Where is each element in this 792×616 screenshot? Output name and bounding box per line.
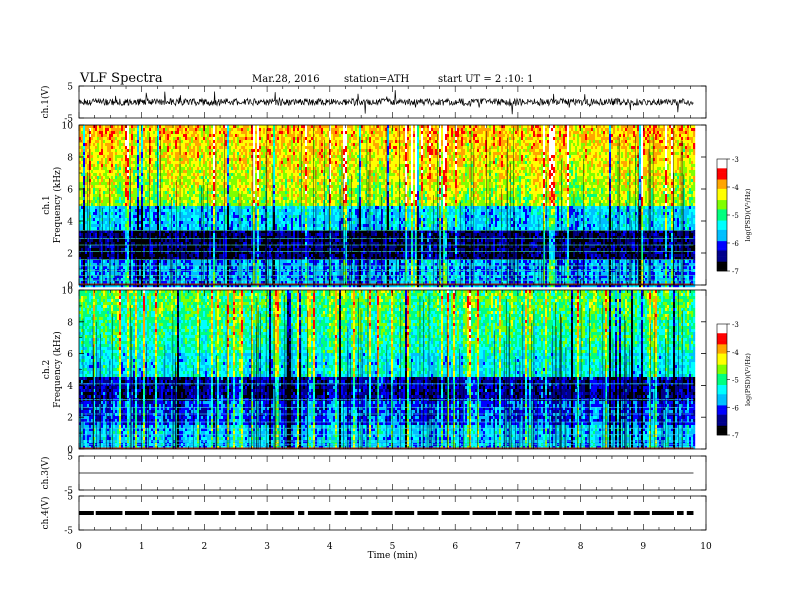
ch1-waveform-ylabel: ch.1(V) <box>40 86 51 119</box>
xaxis-tick-label: 6 <box>452 542 458 552</box>
ch4-waveform-ytick-label: -5 <box>64 527 73 537</box>
ch4-waveform-segment <box>677 511 684 515</box>
ch1-spectrogram-colorbar-label: log(PSD)(V²/Hz) <box>744 188 752 241</box>
ch2-spectrogram-ytick-label: 10 <box>62 287 74 297</box>
ch1-spectrogram-ytick-label: 2 <box>67 250 73 260</box>
ch2-spectrogram-colorbar-tick-label: -4 <box>732 349 739 357</box>
ch4-waveform-segment <box>195 511 219 515</box>
ch1-spectrogram-ylabel-channel: ch.1 <box>42 195 52 214</box>
ch4-waveform-segment <box>372 511 393 515</box>
ch4-waveform-panel <box>79 496 706 530</box>
ch4-waveform-segment <box>350 511 368 515</box>
ch4-waveform-segment <box>308 511 331 515</box>
xaxis-tick-label: 0 <box>76 542 82 552</box>
ch4-waveform-segment <box>177 511 191 515</box>
ch2-spectrogram-colorbar-tick-label: -5 <box>732 377 739 385</box>
ch4-waveform-ytick-label: 5 <box>67 493 73 503</box>
ch4-waveform-segment <box>298 511 304 515</box>
ch4-waveform-segment <box>152 511 175 515</box>
ch4-waveform-segment <box>442 511 470 515</box>
ch4-waveform-segment <box>125 511 149 515</box>
ch4-waveform-segment <box>532 511 541 515</box>
ch4-waveform-segment <box>586 511 614 515</box>
ch2-spectrogram-colorbar-tick-label: -3 <box>732 321 739 329</box>
ch1-waveform-ytick-label: 5 <box>67 83 73 93</box>
xaxis-tick-label: 9 <box>640 542 646 552</box>
ch4-waveform-segment <box>634 511 650 515</box>
ch4-waveform-segment <box>473 511 497 515</box>
ch4-waveform-segment <box>395 511 414 515</box>
ch2-spectrogram-colorbar-tick-label: -6 <box>732 404 739 412</box>
ch2-spectrogram-ytick-label: 2 <box>67 414 73 424</box>
ch1-spectrogram-colorbar-tick-label: -5 <box>732 212 739 220</box>
start-time-label: start UT = 2 :10: 1 <box>438 74 533 85</box>
ch1-spectrogram-colorbar-tick-label: -7 <box>732 268 739 276</box>
ch2-spectrogram-colorbar-tick-label: -7 <box>732 432 739 440</box>
ch4-waveform-segment <box>652 511 674 515</box>
xaxis-tick-label: 2 <box>202 542 208 552</box>
ch4-waveform-segment <box>270 511 294 515</box>
ch1-spectrogram-panel <box>79 125 706 287</box>
ch4-waveform-segment <box>79 511 94 515</box>
station-label: station=ATH <box>344 74 409 85</box>
ch4-waveform-segment <box>417 511 438 515</box>
ch2-spectrogram-ylabel-frequency: Frequency (kHz) <box>52 331 63 408</box>
ch1-spectrogram-ylabel-frequency: Frequency (kHz) <box>52 167 63 244</box>
ch1-spectrogram-colorbar-tick-label: -6 <box>732 240 739 248</box>
xaxis-tick-label: 1 <box>139 542 145 552</box>
ch4-waveform-segment <box>515 511 530 515</box>
ch3-waveform-ytick-label: 5 <box>67 453 73 463</box>
ch4-waveform-segment <box>96 511 123 515</box>
ch3-waveform-panel <box>79 456 706 490</box>
ch3-waveform-ylabel: ch.3(V) <box>40 457 51 490</box>
ch4-waveform-ylabel: ch.4(V) <box>40 497 51 530</box>
ch1-spectrogram-colorbar-tick-label: -3 <box>732 156 739 164</box>
ch1-spectrogram-ytick-label: 8 <box>67 154 73 164</box>
xaxis-tick-label: 3 <box>264 542 270 552</box>
ch4-waveform-segment <box>563 511 584 515</box>
ch1-spectrogram-colorbar <box>717 159 730 271</box>
xaxis-label: Time (min) <box>368 550 418 561</box>
ch4-waveform-segment <box>257 511 268 515</box>
ch4-waveform-segment <box>618 511 631 515</box>
ch1-spectrogram-ytick-label: 10 <box>62 122 74 132</box>
figure-title: VLF Spectra <box>80 71 163 86</box>
ch4-waveform-segment <box>498 511 512 515</box>
ch4-waveform-segment <box>335 511 348 515</box>
ch2-spectrogram-panel <box>79 290 706 449</box>
ch1-spectrogram-colorbar-tick-label: -4 <box>732 184 739 192</box>
ch2-spectrogram-ytick-label: 4 <box>67 382 73 392</box>
ch2-spectrogram-colorbar <box>717 324 730 435</box>
ch4-waveform-segment <box>687 511 694 515</box>
ch2-spectrogram-colorbar-label: log(PSD)(V²/Hz) <box>744 353 752 406</box>
ch1-spectrogram-ytick-label: 4 <box>67 218 73 228</box>
ch2-spectrogram-ytick-label: 6 <box>67 350 73 360</box>
ch4-waveform-segment <box>221 511 235 515</box>
xaxis-tick-label: 8 <box>578 542 584 552</box>
ch4-waveform-segment <box>238 511 254 515</box>
xaxis-tick-label: 10 <box>700 542 712 552</box>
ch1-waveform-panel <box>79 86 706 118</box>
ch1-waveform-trace <box>79 90 693 114</box>
ch2-spectrogram-ytick-label: 8 <box>67 318 73 328</box>
ch1-spectrogram-ytick-label: 6 <box>67 186 73 196</box>
date-label: Mar.28, 2016 <box>252 74 320 85</box>
xaxis-tick-label: 7 <box>515 542 521 552</box>
xaxis-tick-label: 4 <box>327 542 333 552</box>
ch2-spectrogram-ylabel-channel: ch.2 <box>42 360 52 379</box>
ch4-waveform-segment <box>544 511 559 515</box>
